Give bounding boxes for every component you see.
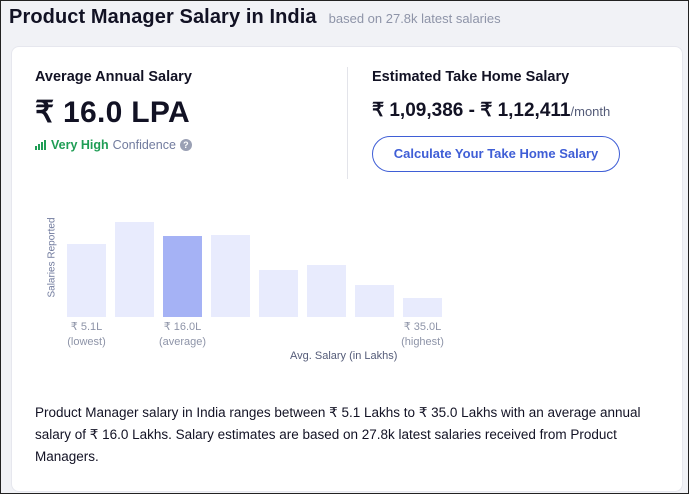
chart-bar xyxy=(355,285,394,317)
chart-y-axis-label: Salaries Reported xyxy=(46,217,58,298)
chart-bars xyxy=(67,207,447,317)
chart-bar xyxy=(307,265,346,317)
chart-tick-note: (average) xyxy=(158,336,207,348)
page-title: Product Manager Salary in India xyxy=(9,6,317,28)
chart-tick-label: ₹ 35.0L (highest) xyxy=(393,320,453,350)
chart-tick-value: ₹ 35.0L xyxy=(403,321,442,333)
average-salary-section: Average Annual Salary ₹ 16.0 LPA Very Hi… xyxy=(35,69,192,152)
salary-card: Average Annual Salary ₹ 16.0 LPA Very Hi… xyxy=(11,46,683,492)
help-icon[interactable]: ? xyxy=(179,139,192,151)
confidence-indicator: Very High Confidence ? xyxy=(35,138,192,152)
chart-tick-note: (highest) xyxy=(401,336,444,348)
average-salary-value: ₹ 16.0 LPA xyxy=(35,96,190,129)
salary-distribution-chart: Salaries Reported ₹ 5.1L (lowest) ₹ 16.0L (… xyxy=(32,207,452,377)
calculate-take-home-button[interactable]: Calculate Your Take Home Salary xyxy=(372,136,620,172)
signal-bars-icon xyxy=(35,140,46,150)
average-salary-label: Average Annual Salary xyxy=(35,69,192,85)
take-home-range-value: ₹ 1,09,386 - ₹ 1,12,411 xyxy=(372,100,571,121)
chart-bar xyxy=(211,235,250,317)
chart-bar xyxy=(115,222,154,317)
salary-description: Product Manager salary in India ranges b… xyxy=(35,405,641,464)
chart-tick-label: ₹ 5.1L (lowest) xyxy=(57,320,117,350)
chart-bar xyxy=(403,298,442,317)
chart-bar xyxy=(67,244,106,317)
confidence-level: Very High xyxy=(51,138,109,152)
chart-bar xyxy=(163,236,202,317)
take-home-range: ₹ 1,09,386 - ₹ 1,12,411/month xyxy=(372,99,620,122)
chart-x-axis-label: Avg. Salary (in Lakhs) xyxy=(290,350,398,362)
take-home-label: Estimated Take Home Salary xyxy=(372,69,570,85)
confidence-label: Confidence xyxy=(112,138,176,152)
chart-tick-value: ₹ 16.0L xyxy=(163,321,202,333)
chart-bar xyxy=(259,270,298,317)
section-divider xyxy=(347,67,348,179)
chart-tick-value: ₹ 5.1L xyxy=(70,321,103,333)
page-subtitle: based on 27.8k latest salaries xyxy=(328,11,501,26)
take-home-section: Estimated Take Home Salary ₹ 1,09,386 - … xyxy=(372,69,620,172)
chart-tick-label: ₹ 16.0L (average) xyxy=(153,320,213,350)
page-header: Product Manager Salary in India based on… xyxy=(9,6,501,29)
chart-tick-note: (lowest) xyxy=(67,336,106,348)
take-home-unit: /month xyxy=(570,104,611,119)
